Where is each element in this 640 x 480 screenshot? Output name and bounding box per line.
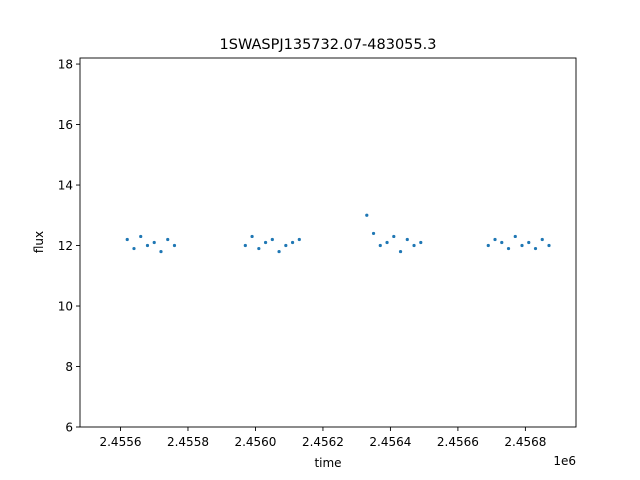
data-point xyxy=(493,237,497,242)
data-point xyxy=(277,249,281,254)
data-point xyxy=(419,240,423,245)
x-tick-label: 2.4556 xyxy=(99,435,141,449)
data-point xyxy=(125,237,129,242)
x-axis-title: time xyxy=(314,456,341,470)
data-point xyxy=(513,234,517,239)
data-point xyxy=(533,246,538,251)
y-axis: 6 8 10 12 14 16 18 xyxy=(58,58,80,435)
y-tick-label: 16 xyxy=(58,118,73,132)
data-point xyxy=(365,213,369,217)
data-point xyxy=(527,240,531,245)
data-point xyxy=(284,243,288,248)
data-point xyxy=(392,234,396,239)
x-tick-label: 2.4560 xyxy=(234,435,276,449)
x-tick-label: 2.4568 xyxy=(504,435,546,449)
data-point xyxy=(145,243,150,248)
y-tick-label: 18 xyxy=(58,58,73,72)
y-tick-label: 6 xyxy=(65,421,73,435)
data-point xyxy=(243,243,247,248)
data-point xyxy=(166,237,170,242)
y-tick-label: 14 xyxy=(58,179,73,193)
data-point xyxy=(378,243,382,248)
data-point xyxy=(385,240,389,245)
data-point xyxy=(172,243,177,248)
data-point xyxy=(405,237,409,242)
x-tick-label: 2.4566 xyxy=(437,435,479,449)
data-point xyxy=(412,243,416,248)
x-tick-label: 2.4558 xyxy=(167,435,209,449)
y-tick-label: 10 xyxy=(58,300,73,314)
y-tick-label: 12 xyxy=(58,239,73,253)
x-tick-label: 2.4564 xyxy=(369,435,411,449)
data-point xyxy=(506,246,511,251)
data-point xyxy=(547,243,551,248)
data-point xyxy=(371,231,376,236)
data-point xyxy=(486,243,490,248)
data-point xyxy=(257,246,261,251)
y-tick-label: 8 xyxy=(65,360,73,374)
scatter-points xyxy=(125,213,551,254)
plot-frame xyxy=(79,57,577,428)
data-point xyxy=(290,240,295,245)
x-axis: 2.4556 2.4558 2.4560 2.4562 2.4564 2.4566 2.45… xyxy=(99,427,546,449)
data-point xyxy=(263,240,268,245)
data-point xyxy=(250,234,254,239)
data-point xyxy=(520,243,524,248)
x-tick-label: 2.4562 xyxy=(302,435,344,449)
data-point xyxy=(540,237,544,242)
data-point xyxy=(297,237,301,242)
data-point xyxy=(139,234,143,239)
y-axis-title: flux xyxy=(32,231,46,253)
x-axis-offset-label: 1e6 xyxy=(553,454,576,468)
data-point xyxy=(159,249,163,254)
data-point xyxy=(500,240,504,245)
data-point xyxy=(398,249,403,254)
chart-title: 1SWASPJ135732.07-483055.3 xyxy=(220,37,437,53)
data-point xyxy=(152,240,156,245)
data-point xyxy=(132,246,136,251)
data-point xyxy=(270,237,274,242)
